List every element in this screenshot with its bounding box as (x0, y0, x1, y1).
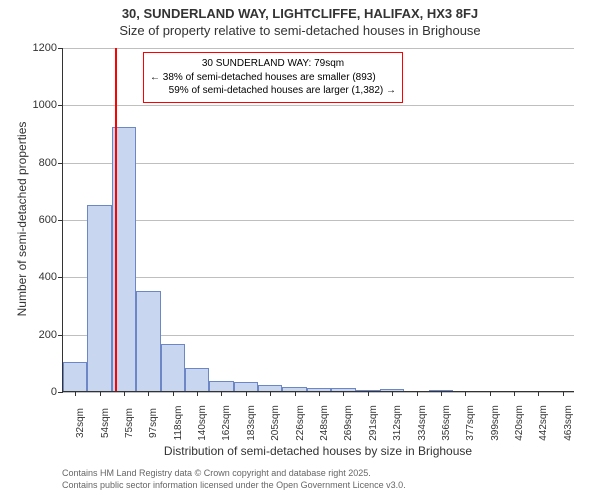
x-tick-label: 54sqm (100, 408, 111, 438)
chart-title-line2: Size of property relative to semi-detach… (0, 21, 600, 38)
x-tick-label: 97sqm (148, 408, 159, 438)
y-tick-mark (58, 335, 63, 336)
x-tick-label: 291sqm (368, 405, 379, 441)
annotation-line1: 30 SUNDERLAND WAY: 79sqm (150, 57, 396, 71)
x-tick-mark (270, 391, 271, 396)
x-tick-label: 442sqm (538, 405, 549, 441)
chart-container: 30, SUNDERLAND WAY, LIGHTCLIFFE, HALIFAX… (0, 0, 600, 500)
y-tick-label: 200 (39, 329, 57, 341)
x-tick-mark (343, 391, 344, 396)
annotation-box: 30 SUNDERLAND WAY: 79sqm← 38% of semi-de… (143, 52, 403, 103)
x-tick-mark (538, 391, 539, 396)
x-tick-label: 118sqm (173, 406, 184, 441)
histogram-bar (136, 291, 160, 391)
y-axis-title: Number of semi-detached properties (15, 119, 29, 319)
y-tick-mark (58, 277, 63, 278)
y-tick-mark (58, 163, 63, 164)
x-tick-label: 248sqm (319, 405, 330, 441)
footer-line2: Contains public sector information licen… (62, 480, 574, 492)
x-tick-mark (392, 391, 393, 396)
chart-title-line1: 30, SUNDERLAND WAY, LIGHTCLIFFE, HALIFAX… (0, 0, 600, 21)
x-tick-label: 140sqm (197, 405, 208, 441)
x-tick-label: 269sqm (343, 405, 354, 441)
histogram-bar (161, 344, 185, 391)
x-tick-label: 32sqm (75, 408, 86, 438)
y-tick-label: 1000 (33, 99, 57, 111)
histogram-bar (234, 382, 258, 391)
y-tick-label: 1200 (33, 42, 57, 54)
x-tick-label: 183sqm (246, 405, 257, 441)
x-tick-mark (148, 391, 149, 396)
grid-line (63, 105, 574, 106)
histogram-bar (185, 368, 209, 391)
annotation-line2: ← 38% of semi-detached houses are smalle… (150, 71, 396, 85)
x-axis-title: Distribution of semi-detached houses by … (62, 444, 574, 458)
x-tick-mark (465, 391, 466, 396)
x-tick-mark (197, 391, 198, 396)
x-tick-mark (417, 391, 418, 396)
x-tick-label: 312sqm (392, 405, 403, 441)
x-tick-mark (173, 391, 174, 396)
x-tick-mark (100, 391, 101, 396)
footer-text: Contains HM Land Registry data © Crown c… (62, 468, 574, 491)
y-tick-label: 600 (39, 214, 57, 226)
y-tick-label: 0 (51, 386, 57, 398)
x-tick-mark (75, 391, 76, 396)
grid-line (63, 48, 574, 49)
y-tick-label: 400 (39, 271, 57, 283)
x-tick-label: 420sqm (514, 405, 525, 441)
x-tick-mark (246, 391, 247, 396)
grid-line (63, 277, 574, 278)
histogram-bar (63, 362, 87, 391)
x-tick-mark (295, 391, 296, 396)
x-tick-label: 399sqm (490, 405, 501, 441)
histogram-bar (87, 205, 111, 391)
x-tick-mark (490, 391, 491, 396)
grid-line (63, 163, 574, 164)
y-tick-mark (58, 105, 63, 106)
x-tick-mark (514, 391, 515, 396)
histogram-bar (209, 381, 233, 391)
y-tick-label: 800 (39, 157, 57, 169)
x-tick-label: 75sqm (124, 408, 135, 438)
x-tick-label: 377sqm (465, 405, 476, 441)
grid-line (63, 220, 574, 221)
x-tick-label: 162sqm (221, 405, 232, 441)
y-tick-mark (58, 48, 63, 49)
x-tick-mark (124, 391, 125, 396)
x-tick-label: 334sqm (417, 405, 428, 441)
annotation-line3: 59% of semi-detached houses are larger (… (150, 84, 396, 98)
x-tick-label: 205sqm (270, 405, 281, 441)
y-tick-mark (58, 392, 63, 393)
x-tick-mark (368, 391, 369, 396)
x-tick-mark (221, 391, 222, 396)
property-marker-line (115, 48, 117, 391)
footer-line1: Contains HM Land Registry data © Crown c… (62, 468, 574, 480)
x-tick-mark (319, 391, 320, 396)
plot-area: 02004006008001000120032sqm54sqm75sqm97sq… (62, 48, 574, 392)
x-tick-label: 356sqm (441, 405, 452, 441)
y-tick-mark (58, 220, 63, 221)
x-tick-label: 226sqm (295, 405, 306, 441)
x-tick-mark (441, 391, 442, 396)
x-tick-mark (563, 391, 564, 396)
x-tick-label: 463sqm (563, 405, 574, 441)
